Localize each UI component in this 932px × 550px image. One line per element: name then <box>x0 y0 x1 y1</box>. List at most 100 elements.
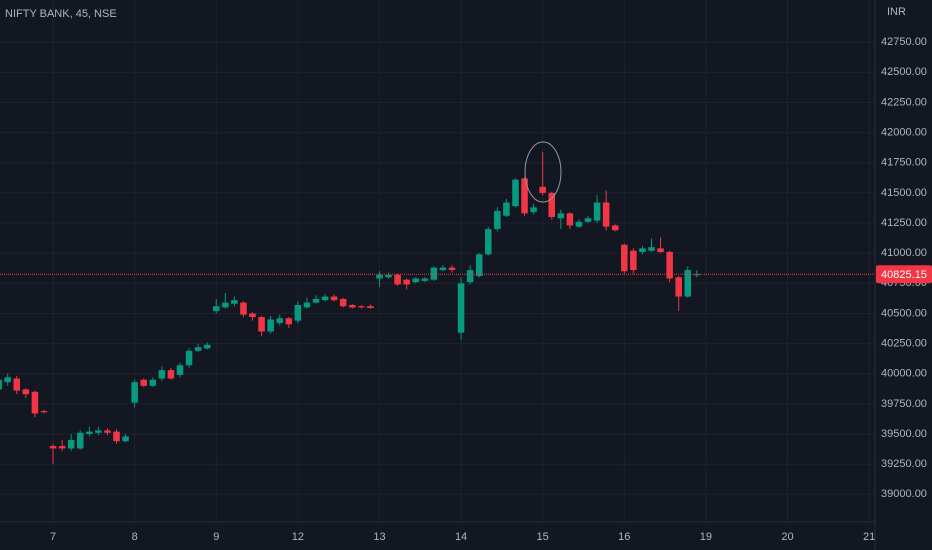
candle-body <box>285 318 293 325</box>
grid <box>0 0 875 522</box>
y-tick-label: 40250.00 <box>881 337 927 349</box>
y-tick-label: 41750.00 <box>881 157 927 169</box>
candle-body <box>512 179 519 207</box>
candle-body <box>222 302 229 308</box>
candle-body <box>621 244 628 272</box>
candles <box>0 151 875 465</box>
candle-body <box>49 446 57 449</box>
candle-body <box>122 436 129 442</box>
candle-body <box>58 446 66 449</box>
candle-body <box>76 432 84 449</box>
candle-body <box>367 306 374 309</box>
candle-body <box>521 178 528 214</box>
candle-body <box>584 218 592 222</box>
candle-body <box>40 411 48 413</box>
candle-body <box>13 378 21 391</box>
y-tick-label: 41000.00 <box>881 247 927 259</box>
candle-body <box>258 317 265 332</box>
x-tick-label: 9 <box>213 531 219 543</box>
candle-body <box>249 313 256 318</box>
x-tick-label: 16 <box>618 531 630 543</box>
y-tick-label: 42750.00 <box>881 36 927 48</box>
candle-body <box>267 319 274 332</box>
x-tick-label: 20 <box>781 531 793 543</box>
candle-body <box>430 267 438 280</box>
candle-body <box>4 377 11 383</box>
candle-body <box>666 251 673 279</box>
candle-body <box>412 278 420 283</box>
last-price-label: 40825.15 <box>881 269 927 281</box>
x-tick-label: 7 <box>50 531 56 543</box>
candle-body <box>167 370 175 379</box>
y-tick-label: 42000.00 <box>881 127 927 139</box>
candle-body <box>421 278 429 281</box>
candle-body <box>349 305 356 308</box>
candle-body <box>330 296 338 301</box>
y-tick-label: 39500.00 <box>881 428 927 440</box>
candle-body <box>548 192 556 217</box>
candle-body <box>385 274 392 278</box>
y-tick-label: 42250.00 <box>881 96 927 108</box>
candle-body <box>31 391 39 414</box>
candle-body <box>394 274 401 285</box>
candle-body <box>0 379 2 390</box>
candle-body <box>675 277 682 297</box>
candle-body <box>131 382 138 403</box>
candle-body <box>86 431 93 434</box>
candle-body <box>530 207 537 213</box>
candle-body <box>466 270 474 283</box>
candle-body <box>240 302 247 315</box>
y-tick-label: 39250.00 <box>881 458 927 470</box>
last-price-tag <box>876 265 932 284</box>
y-tick-label: 40500.00 <box>881 307 927 319</box>
y-tick-label: 40000.00 <box>881 368 927 380</box>
annotation-circle <box>524 141 562 203</box>
candle-body <box>566 213 574 226</box>
candle-body <box>203 344 211 349</box>
candle-body <box>321 296 329 301</box>
candle-body <box>475 254 483 277</box>
candle-body <box>611 225 619 231</box>
candle-body <box>539 186 546 193</box>
candle-body <box>339 298 347 307</box>
currency: INR <box>887 6 906 18</box>
candle-body <box>194 347 202 351</box>
candle-body <box>67 440 75 449</box>
candle-body <box>557 213 565 219</box>
candle-body <box>176 365 184 375</box>
candle-body <box>185 350 193 366</box>
candle-body <box>212 306 220 312</box>
x-tick-label: 12 <box>292 531 304 543</box>
x-tick-label: 13 <box>373 531 385 543</box>
y-tick-label: 39750.00 <box>881 398 927 410</box>
candle-body <box>104 430 111 433</box>
candle-body <box>376 274 383 279</box>
candle-body <box>403 279 410 285</box>
candle-body <box>684 270 692 297</box>
candle-body <box>231 300 238 304</box>
y-tick-label: 41250.00 <box>881 217 927 229</box>
candle-body <box>303 302 311 308</box>
candle-body <box>358 306 365 308</box>
candle-body <box>503 202 510 216</box>
x-tick-label: 8 <box>132 531 138 543</box>
axis-labels: 39000.00 39250.00 39500.00 39750.00 40000.00… <box>50 36 932 543</box>
candle-body <box>95 430 102 433</box>
y-tick-label: 42500.00 <box>881 66 927 78</box>
candle-body <box>639 248 646 252</box>
candle-body <box>158 370 166 379</box>
candle-body <box>457 283 465 333</box>
candle-body <box>602 202 610 227</box>
x-tick-label: 15 <box>537 531 549 543</box>
y-tick-label: 41500.00 <box>881 187 927 199</box>
candle-body <box>575 221 583 227</box>
candle-body <box>22 389 30 395</box>
candle-body <box>140 379 147 386</box>
candle-body <box>657 248 664 252</box>
candle-body <box>448 267 456 271</box>
y-tick-label: 39000.00 <box>881 488 927 500</box>
x-tick-label: 19 <box>700 531 712 543</box>
symbol-title: NIFTY BANK, 45, NSE <box>5 8 117 20</box>
